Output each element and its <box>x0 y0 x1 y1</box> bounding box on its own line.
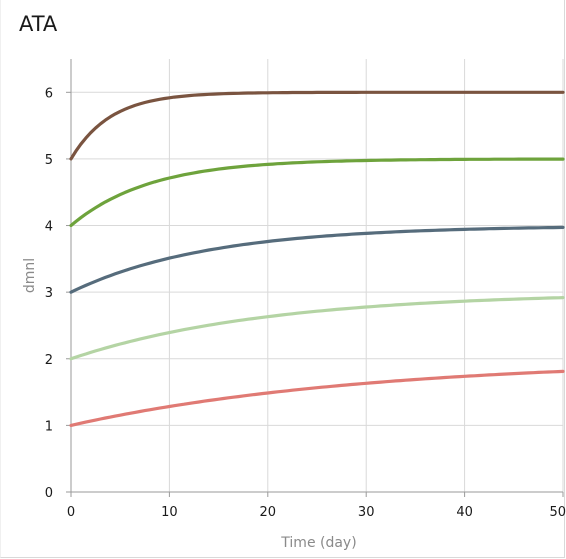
x-tick-label: 50 <box>549 505 566 520</box>
tick-labels: 0 10 20 30 40 50 0 1 2 3 4 5 6 <box>45 86 566 520</box>
y-tick-label: 6 <box>45 86 53 101</box>
x-tick-label: 10 <box>161 505 178 520</box>
series-line <box>69 296 565 361</box>
y-tick-label: 0 <box>45 486 53 501</box>
series-line <box>69 90 565 161</box>
x-axis-label: Time (day) <box>280 535 356 551</box>
axes <box>66 59 564 497</box>
y-axis-label: dmnl <box>22 258 38 293</box>
series-line <box>69 369 565 427</box>
grid-lines <box>71 59 564 492</box>
series-lines <box>69 90 565 427</box>
series-line <box>69 157 565 228</box>
y-tick-label: 3 <box>45 286 53 301</box>
series-line <box>69 225 565 294</box>
y-tick-label: 5 <box>45 153 53 168</box>
y-tick-label: 2 <box>45 353 53 368</box>
x-tick-label: 30 <box>358 505 375 520</box>
y-tick-label: 1 <box>45 419 53 434</box>
x-tick-label: 40 <box>456 505 473 520</box>
y-tick-label: 4 <box>45 220 53 235</box>
x-tick-label: 0 <box>67 505 75 520</box>
chart-title: ATA <box>19 12 58 36</box>
x-tick-label: 20 <box>260 505 277 520</box>
